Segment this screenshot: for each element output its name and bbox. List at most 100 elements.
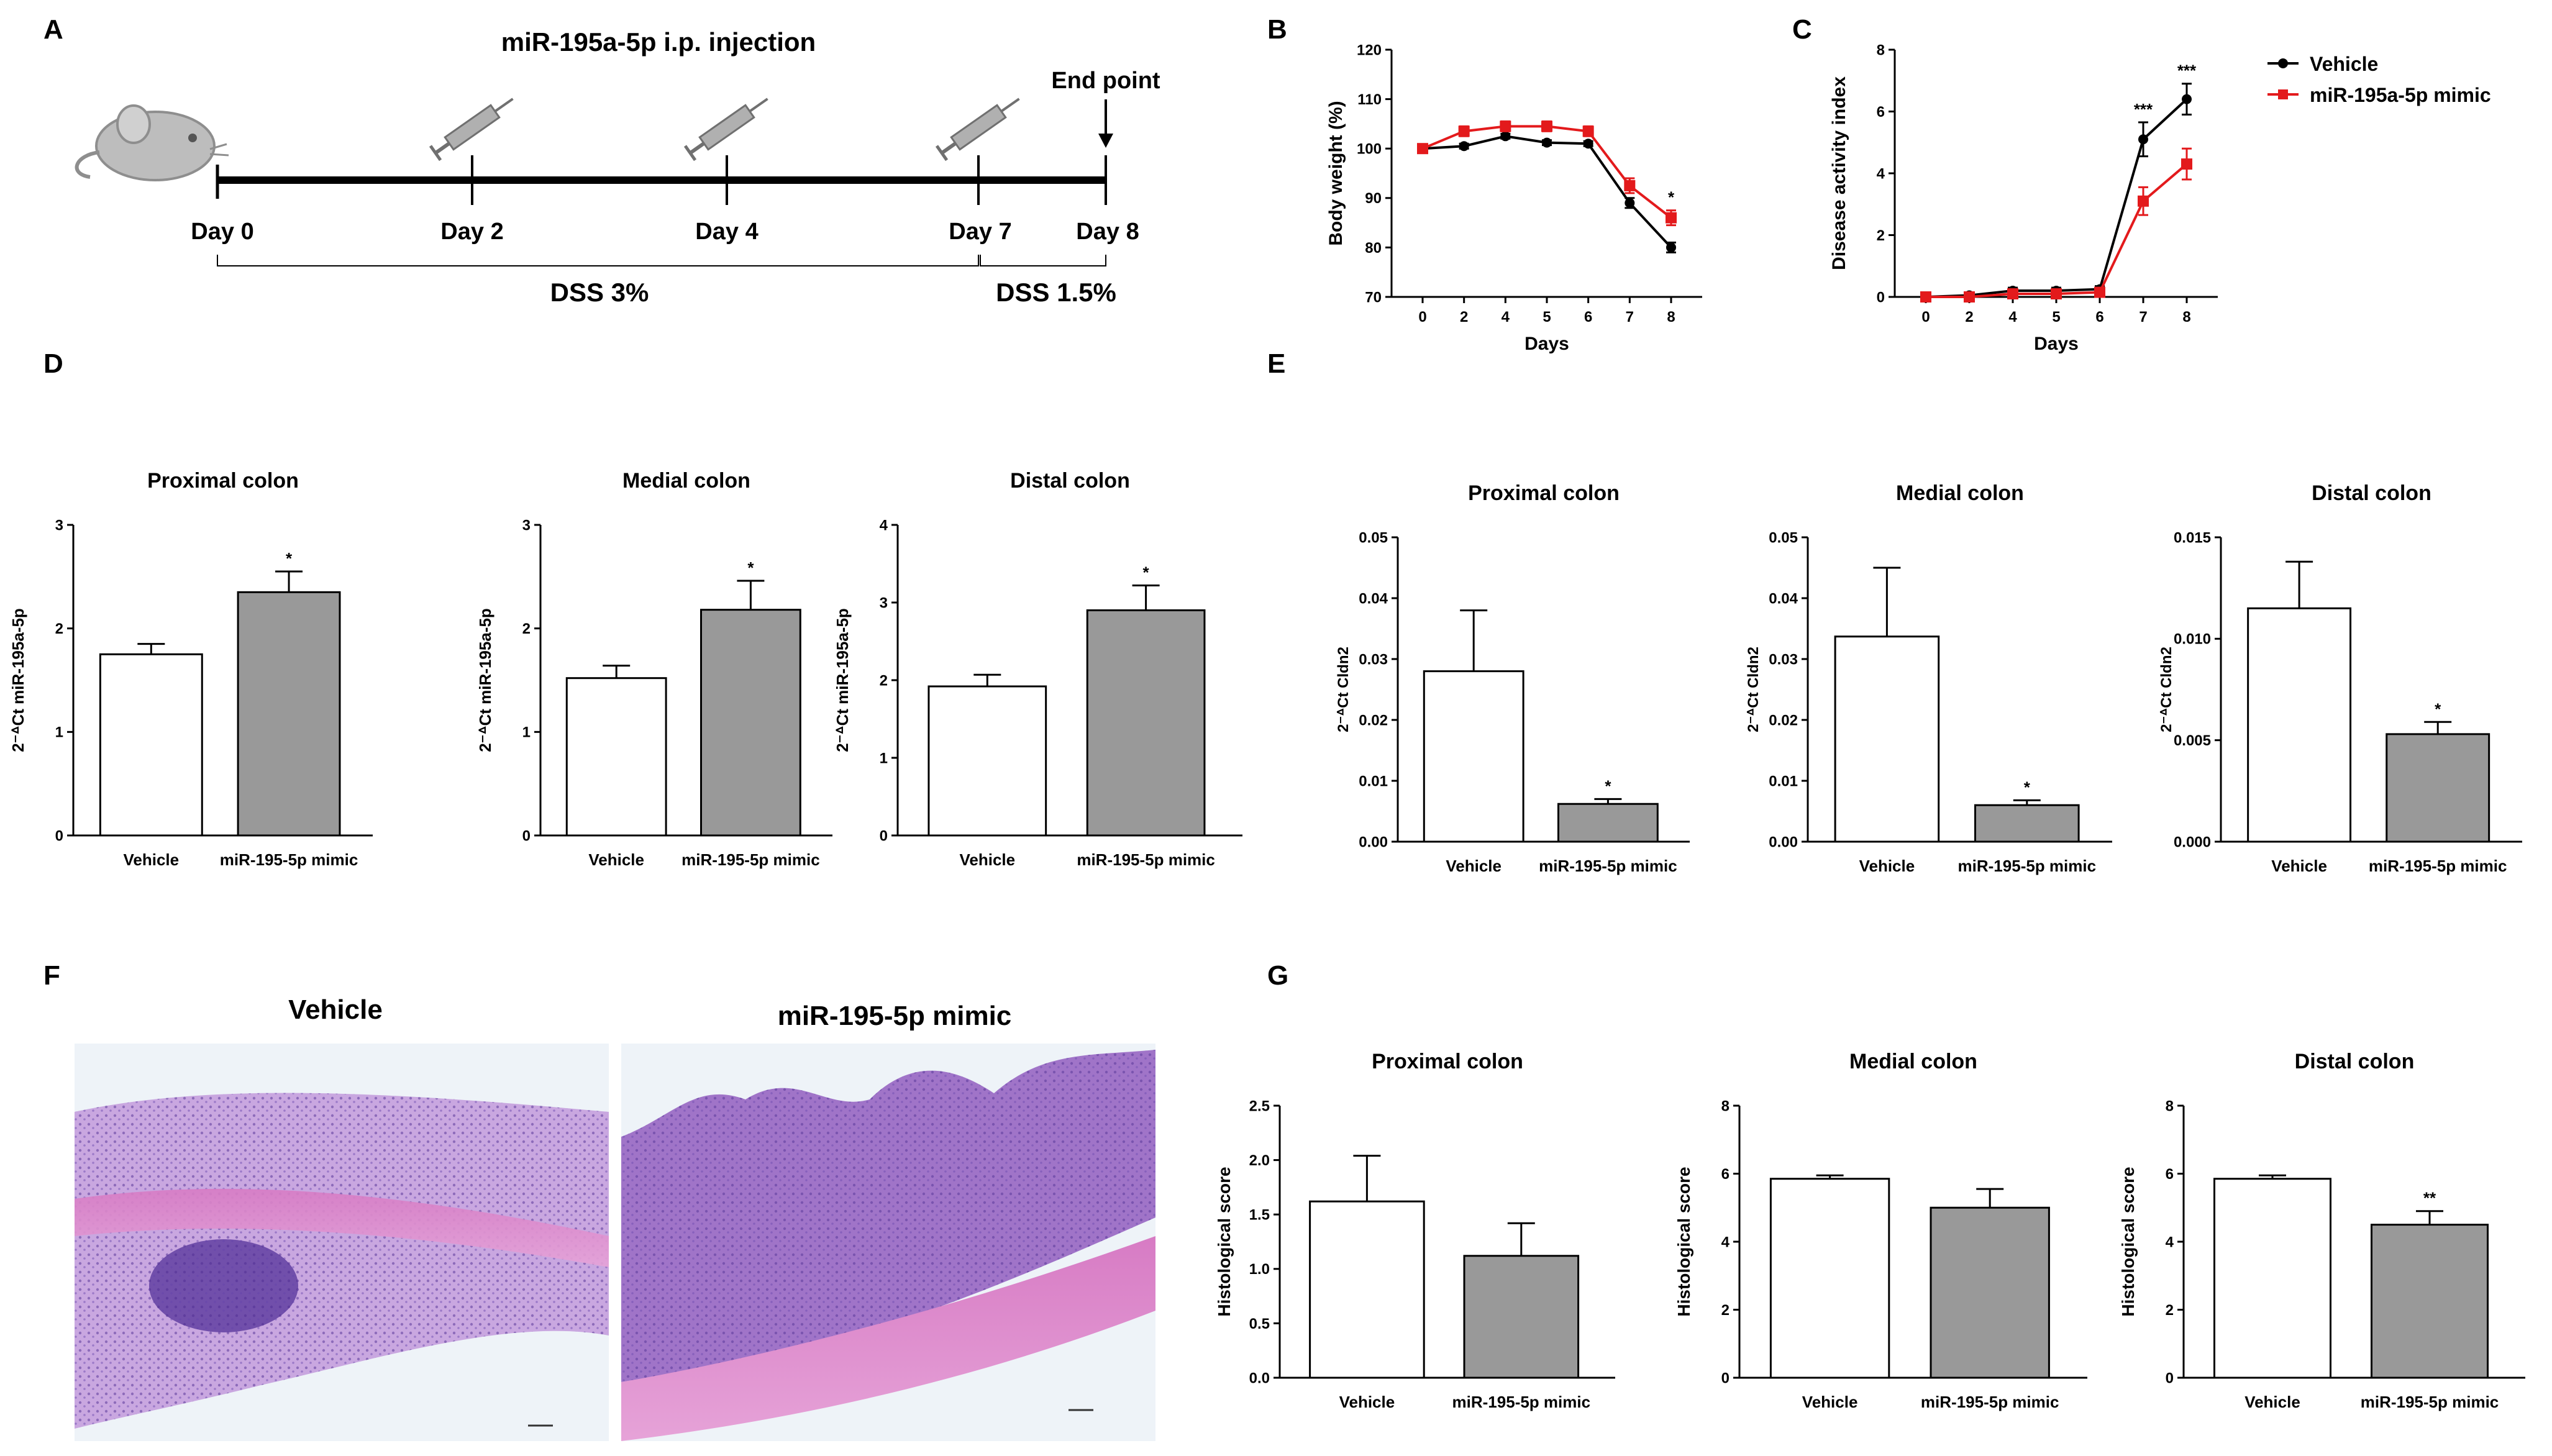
y-tick-label: 0.01: [1769, 773, 1798, 789]
y-tick-label: 8: [1877, 42, 1885, 58]
syringe-icon: [429, 98, 514, 162]
y-tick-label: 90: [1365, 190, 1382, 207]
y-tick-label: 0.000: [2174, 834, 2211, 850]
y-tick-label: 1.0: [1249, 1261, 1270, 1278]
y-tick-label: 0.010: [2174, 631, 2211, 648]
y-tick-label: 0.005: [2174, 732, 2211, 749]
histology-title-vehicle: Vehicle: [288, 994, 383, 1025]
y-tick-label: 0: [55, 827, 63, 844]
x-category-label: Vehicle: [959, 850, 1015, 869]
y-tick-label: 120: [1357, 42, 1382, 58]
y-tick-label: 0.02: [1769, 712, 1798, 729]
x-tick-label: 4: [1502, 309, 1510, 325]
y-tick-label: 100: [1357, 141, 1382, 158]
bar-mimic: [1974, 804, 2080, 843]
panel-label-g: G: [1267, 960, 1288, 991]
bar-mimic: [1930, 1206, 2050, 1379]
chart-title: Medial colon: [1849, 1050, 1977, 1073]
series-line-mimic: [1926, 163, 2188, 298]
data-point-mimic: [2181, 158, 2192, 170]
y-tick-label: 2: [1721, 1302, 1729, 1319]
panel-label-d: D: [43, 348, 63, 379]
bar-vehicle: [99, 653, 203, 837]
data-point-mimic: [1582, 125, 1594, 137]
bar-vehicle: [565, 677, 667, 837]
syringe-icon: [683, 98, 768, 162]
dss-3-label: DSS 3%: [550, 278, 649, 307]
x-category-label: miR-195-5p mimic: [220, 850, 358, 869]
data-point-vehicle: [1583, 139, 1593, 149]
chart-title: Proximal colon: [1372, 1050, 1523, 1073]
y-axis-label: 2⁻ᐞCt miR-195a-5p: [9, 608, 27, 752]
y-axis-label: 2⁻ᐞCt Cldn2: [1745, 647, 1762, 732]
timeline-title: miR-195a-5p i.p. injection: [501, 27, 816, 57]
y-tick-label: 2: [522, 621, 531, 637]
day-label: Day 0: [191, 219, 253, 245]
significance-label: *: [1143, 563, 1150, 582]
end-point-label: End point: [1051, 68, 1160, 94]
data-point-mimic: [1541, 121, 1552, 132]
y-tick-label: 0.04: [1359, 590, 1388, 607]
day-label: Day 8: [1076, 219, 1139, 245]
y-tick-label: 1.5: [1249, 1207, 1270, 1224]
y-tick-label: 6: [1877, 104, 1885, 121]
significance-label: *: [747, 558, 754, 577]
x-category-label: Vehicle: [124, 850, 180, 869]
significance-label: *: [286, 549, 293, 568]
bar-mimic: [1086, 609, 1206, 837]
y-tick-label: 6: [1721, 1166, 1729, 1183]
y-tick-label: 0.015: [2174, 529, 2211, 546]
x-axis-label: Days: [2034, 334, 2079, 354]
x-category-label: Vehicle: [2244, 1393, 2300, 1411]
x-category-label: miR-195-5p mimic: [1077, 850, 1215, 869]
y-tick-label: 0: [1721, 1370, 1729, 1386]
y-tick-label: 0.0: [1249, 1370, 1270, 1386]
mouse-icon: [75, 104, 229, 181]
legend-vehicle: Vehicle: [2310, 53, 2378, 75]
bar-vehicle: [2213, 1178, 2331, 1379]
data-point-mimic: [1500, 121, 1511, 132]
y-tick-label: 0.5: [1249, 1316, 1270, 1332]
bar-vehicle: [927, 685, 1047, 837]
chart-title: Distal colon: [1010, 469, 1130, 493]
data-point-mimic: [2007, 288, 2018, 300]
chart-title: Proximal colon: [1468, 481, 1620, 505]
y-tick-label: 1: [880, 750, 888, 767]
y-tick-label: 0: [2166, 1370, 2174, 1386]
panel-label-b: B: [1267, 14, 1287, 45]
y-tick-label: 2: [1877, 227, 1885, 244]
data-point-vehicle: [1666, 242, 1676, 253]
x-category-label: miR-195-5p mimic: [1539, 857, 1677, 875]
y-tick-label: 0.05: [1359, 529, 1388, 546]
y-tick-label: 2: [55, 621, 63, 637]
panel-label-c: C: [1792, 14, 1812, 45]
y-tick-label: 0.05: [1769, 529, 1798, 546]
histology-panel: Vehicle miR-195-5p mimic: [75, 994, 1155, 1441]
x-axis-label: Days: [1524, 334, 1569, 354]
y-tick-label: 2: [2166, 1302, 2174, 1319]
x-tick-label: 7: [1626, 309, 1634, 325]
y-tick-label: 110: [1357, 91, 1382, 108]
chart-title: Distal colon: [2312, 481, 2431, 505]
significance-label: *: [1668, 188, 1675, 207]
y-axis-label: Histological score: [1214, 1167, 1234, 1316]
data-point-mimic: [1624, 180, 1636, 191]
chart-title: Distal colon: [2295, 1050, 2415, 1073]
legend-mimic: miR-195a-5p mimic: [2310, 84, 2491, 106]
bar-vehicle: [1834, 635, 1940, 843]
x-category-label: Vehicle: [1339, 1393, 1395, 1411]
data-point-mimic: [1964, 291, 1975, 303]
x-category-label: Vehicle: [1802, 1393, 1858, 1411]
series-line-vehicle: [1422, 135, 1672, 248]
significance-label: *: [2024, 778, 2031, 796]
y-tick-label: 4: [1877, 165, 1885, 182]
x-category-label: miR-195-5p mimic: [681, 850, 820, 869]
y-tick-label: 4: [1721, 1234, 1730, 1250]
x-tick-label: 7: [2139, 309, 2147, 325]
bar-mimic: [700, 609, 801, 837]
y-tick-label: 8: [2166, 1098, 2174, 1114]
y-tick-label: 0.04: [1769, 590, 1798, 607]
y-tick-label: 0: [1877, 289, 1885, 306]
